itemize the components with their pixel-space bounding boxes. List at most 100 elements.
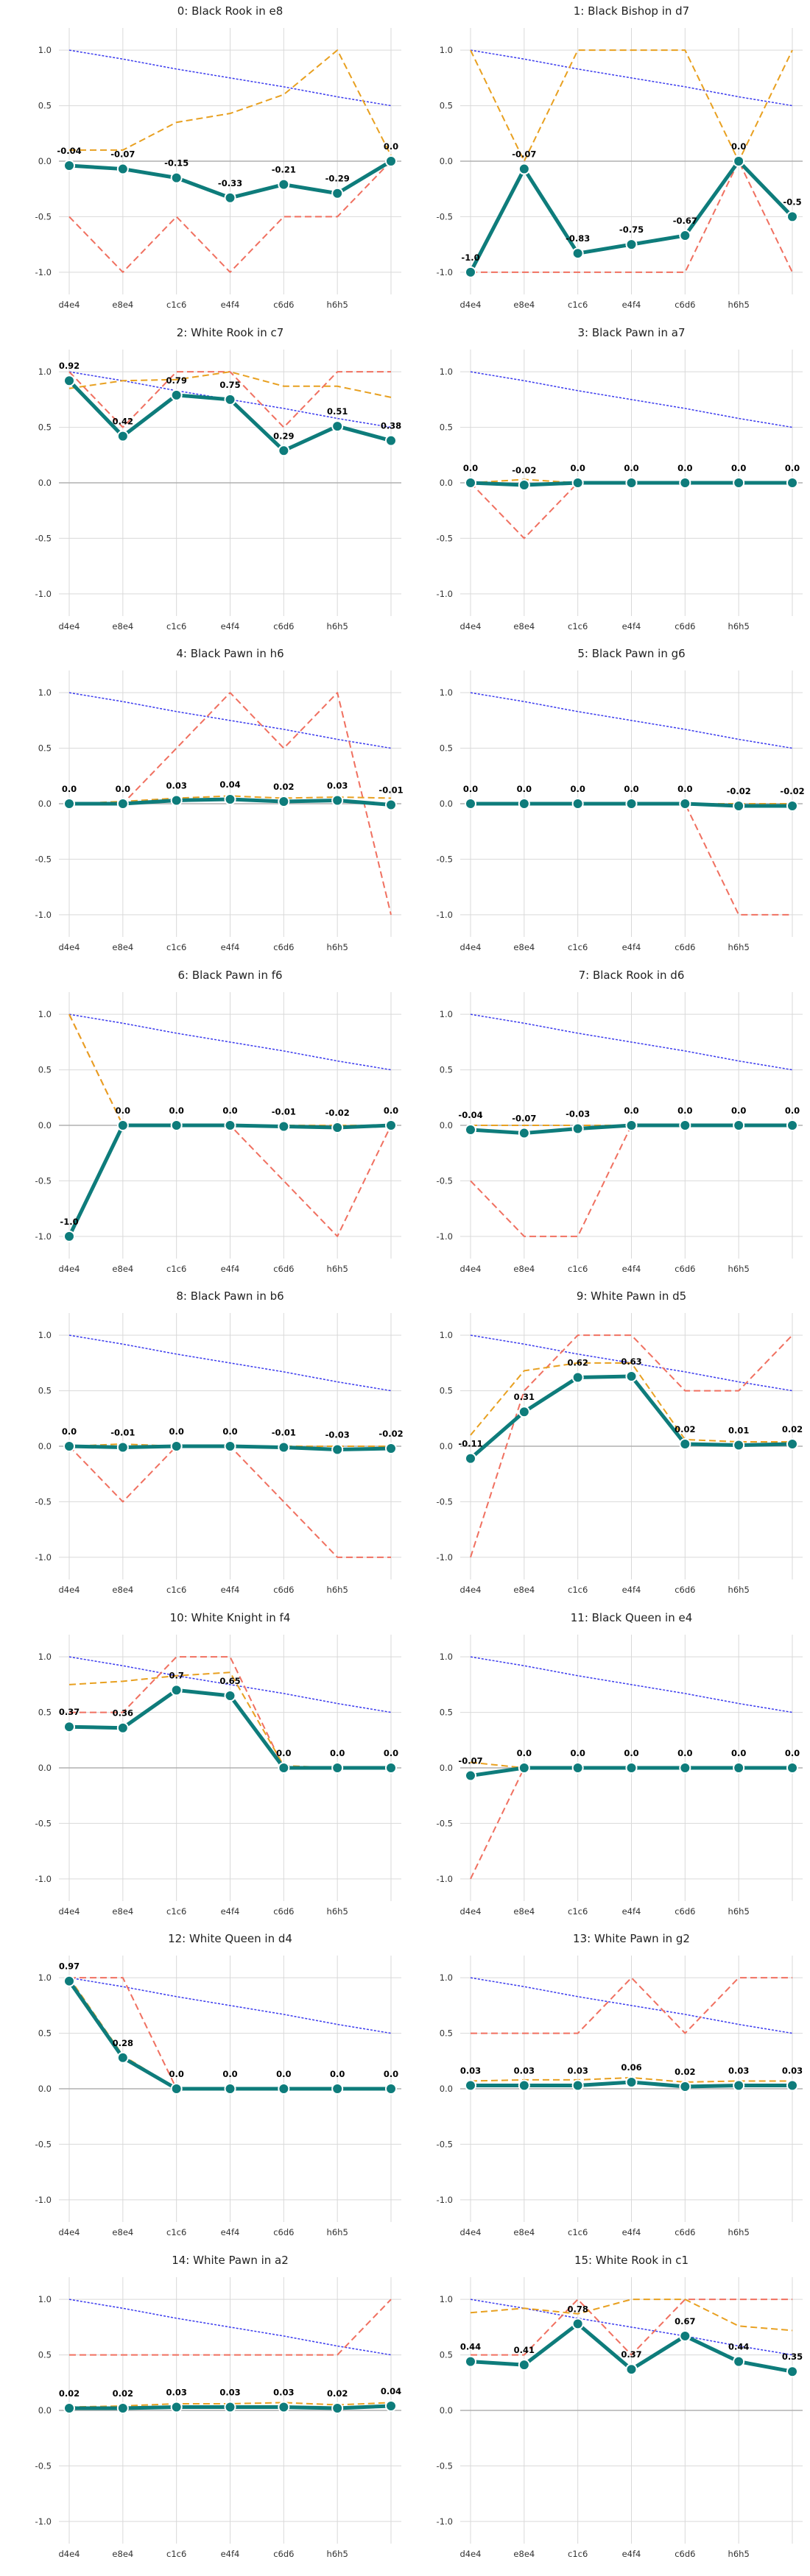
- data-label: 0.0: [570, 1748, 585, 1758]
- x-tick-label: e8e4: [513, 2549, 535, 2559]
- data-point: [63, 374, 75, 386]
- data-label: 0.03: [514, 2065, 535, 2076]
- x-tick-label: e8e4: [513, 1585, 535, 1595]
- series-line-blue: [470, 2298, 793, 2355]
- x-tick-label: h6h5: [728, 2549, 750, 2559]
- data-label: 0.63: [621, 1356, 641, 1367]
- x-tick-label: c1c6: [166, 942, 186, 952]
- data-point: [170, 2400, 183, 2413]
- data-label: 0.0: [677, 1748, 692, 1758]
- y-tick-label: 1.0: [38, 1009, 52, 1019]
- chart-svg: 7: Black Rook in d6 -1.0 -0.5 0.0 0.5 1.0 d4e4…: [437, 969, 803, 1274]
- data-label: 0.0: [116, 784, 130, 794]
- data-point: [786, 1437, 798, 1450]
- chart-panel: 10: White Knight in f4 -1.0 -0.5 0.0 0.5 1.0 d…: [11, 1607, 409, 1923]
- chart-panel: 11: Black Queen in e4 -1.0 -0.5 0.0 0.5 1.0 d4…: [412, 1607, 810, 1923]
- data-point: [224, 1440, 236, 1452]
- data-point: [679, 1437, 691, 1450]
- chart-title: 2: White Rook in c7: [177, 326, 284, 339]
- data-label: 0.42: [113, 416, 133, 426]
- y-tick-label: -0.5: [437, 1818, 453, 1828]
- data-point: [571, 798, 584, 810]
- y-tick-label: -0.5: [437, 1496, 453, 1507]
- data-point: [385, 2399, 397, 2412]
- y-tick-label: 0.5: [440, 1386, 453, 1396]
- data-point: [571, 2079, 584, 2092]
- x-tick-label: d4e4: [58, 1585, 80, 1595]
- data-point: [465, 1123, 476, 1136]
- y-tick-label: 1.0: [440, 45, 453, 55]
- data-point: [679, 476, 691, 489]
- series-line-red: [471, 1977, 792, 2034]
- y-tick-label: -1.0: [35, 267, 52, 277]
- x-tick-label: d4e4: [58, 300, 80, 310]
- y-tick-label: -0.5: [437, 211, 453, 222]
- x-tick-label: e8e4: [112, 2227, 133, 2237]
- y-tick-label: -0.5: [437, 854, 453, 864]
- chart-title: 14: White Pawn in a2: [172, 2254, 289, 2267]
- chart-title: 8: Black Pawn in b6: [176, 1289, 284, 1303]
- data-point: [331, 2083, 344, 2095]
- data-point: [331, 1443, 344, 1456]
- data-point: [63, 1440, 75, 1452]
- x-tick-label: c6d6: [273, 1585, 294, 1595]
- data-label: -0.07: [110, 149, 135, 160]
- x-tick-label: h6h5: [728, 942, 750, 952]
- y-tick-label: 0.0: [440, 2405, 453, 2416]
- x-tick-label: h6h5: [327, 2549, 348, 2559]
- data-label: 0.02: [675, 1424, 695, 1434]
- data-point: [465, 2355, 476, 2368]
- chart-title: 1: Black Bishop in d7: [574, 4, 689, 18]
- data-point: [385, 1119, 397, 1131]
- data-point: [786, 1119, 798, 1131]
- y-tick-label: 0.0: [38, 2084, 52, 2094]
- y-tick-label: 1.0: [38, 1330, 52, 1340]
- chart-panel: 5: Black Pawn in g6 -1.0 -0.5 0.0 0.5 1.0 d4e4…: [412, 643, 810, 959]
- y-tick-label: 1.0: [38, 45, 52, 55]
- x-tick-label: e4f4: [221, 2549, 240, 2559]
- data-label: -0.67: [673, 216, 697, 226]
- y-tick-label: 0.0: [440, 1441, 453, 1451]
- data-point: [170, 171, 183, 184]
- data-point: [224, 2400, 236, 2413]
- data-point: [170, 1683, 183, 1696]
- chart-svg: 13: White Pawn in g2 -1.0 -0.5 0.0 0.5 1.0 d4e…: [437, 1932, 803, 2237]
- data-point: [786, 210, 798, 223]
- x-tick-label: c1c6: [568, 2227, 588, 2237]
- y-tick-label: -1.0: [35, 1873, 52, 1883]
- data-point: [224, 2083, 236, 2095]
- data-point: [518, 478, 530, 491]
- data-label: 0.0: [677, 463, 692, 473]
- x-tick-label: e8e4: [112, 1906, 133, 1917]
- x-tick-label: c1c6: [568, 2549, 588, 2559]
- x-tick-label: c6d6: [675, 1906, 695, 1917]
- x-tick-label: h6h5: [728, 300, 750, 310]
- data-point: [224, 1689, 236, 1702]
- data-label: 0.0: [570, 463, 585, 473]
- y-tick-label: 0.5: [38, 1064, 52, 1075]
- x-tick-label: c6d6: [273, 2227, 294, 2237]
- x-tick-label: e4f4: [622, 1264, 641, 1274]
- data-label: 0.03: [327, 780, 348, 790]
- data-point: [278, 2083, 290, 2095]
- data-point: [170, 1119, 183, 1131]
- y-tick-label: -1.0: [35, 588, 52, 598]
- x-tick-label: e4f4: [622, 1585, 641, 1595]
- data-point: [116, 1722, 129, 1734]
- data-label: 0.02: [327, 2388, 348, 2398]
- data-point: [625, 1370, 638, 1382]
- y-tick-label: 1.0: [440, 1330, 453, 1340]
- series-line-blue: [470, 1977, 793, 2034]
- x-tick-label: e4f4: [221, 1264, 240, 1274]
- x-tick-label: e4f4: [221, 621, 240, 631]
- data-label: -0.07: [512, 1113, 536, 1123]
- data-label: -1.0: [461, 252, 479, 263]
- y-tick-label: -0.5: [437, 2139, 453, 2149]
- x-tick-label: e4f4: [221, 1585, 240, 1595]
- y-tick-label: 0.5: [38, 2028, 52, 2039]
- data-point: [733, 1119, 745, 1131]
- chart-svg: 9: White Pawn in d5 -1.0 -0.5 0.0 0.5 1.0 d4e4…: [437, 1289, 803, 1595]
- chart-title: 10: White Knight in f4: [170, 1611, 291, 1624]
- data-label: 0.02: [675, 2067, 695, 2077]
- x-tick-label: e4f4: [221, 300, 240, 310]
